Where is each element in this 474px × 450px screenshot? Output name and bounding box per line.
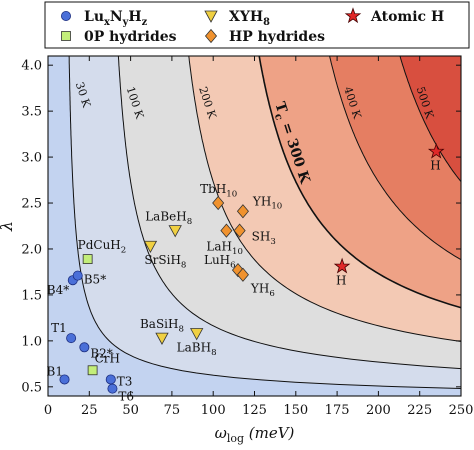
- y-tick-label-3: 3.0: [21, 151, 42, 166]
- x-tick-label-50: 50: [122, 403, 139, 418]
- point-t6-0-6: [108, 384, 117, 393]
- x-tick-label-225: 225: [407, 403, 432, 418]
- y-tick-label-0.5: 0.5: [21, 380, 42, 395]
- x-tick-label-150: 150: [283, 403, 308, 418]
- x-axis-label: ωlog (meV): [215, 424, 295, 445]
- point-b2-0-4: [80, 343, 89, 352]
- y-tick-label-4: 4.0: [21, 59, 42, 74]
- point-label-t1-0-1: T1: [51, 321, 67, 335]
- y-tick-label-1: 1.0: [21, 334, 42, 349]
- point-label-t6-0-6: T6: [118, 390, 134, 404]
- x-tick-label-250: 250: [449, 403, 474, 418]
- plot-area: [48, 16, 474, 436]
- point-label-t3-0-5: T3: [117, 374, 133, 388]
- point-label-b1-0-0: B1: [47, 364, 63, 378]
- y-axis-label: λ: [0, 221, 16, 232]
- y-tick-label-3.5: 3.5: [21, 105, 42, 120]
- x-tick-label-200: 200: [366, 403, 391, 418]
- legend-label-atomic-h: Atomic H: [370, 9, 444, 25]
- point-t3-0-5: [106, 375, 115, 384]
- x-tick-label-75: 75: [164, 403, 181, 418]
- point-pdcuh-2-1-0: [83, 255, 92, 264]
- x-tick-label-125: 125: [242, 403, 267, 418]
- y-tick-label-1.5: 1.5: [21, 288, 42, 303]
- point-label-b5-0-3: B5*: [84, 273, 106, 287]
- point-label-h-4-0: H: [336, 273, 346, 287]
- point-b5-0-3: [73, 271, 82, 280]
- y-tick-label-2.5: 2.5: [21, 197, 42, 212]
- legend-marker-0p-hydrides: [62, 32, 71, 41]
- y-tick-label-2: 2.0: [21, 242, 42, 257]
- x-tick-label-100: 100: [201, 403, 226, 418]
- legend-label-0p-hydrides: 0P hydrides: [84, 29, 177, 45]
- x-tick-label-175: 175: [325, 403, 350, 418]
- point-label-crh-1-1: CrH: [95, 351, 120, 365]
- legend-label-hp-hydrides: HP hydrides: [229, 29, 325, 45]
- point-crh-1-1: [88, 366, 97, 375]
- x-tick-label-0: 0: [44, 403, 52, 418]
- point-t1-0-1: [67, 334, 76, 343]
- legend-marker-lu-xn-yh-z: [61, 11, 70, 20]
- x-tick-label-25: 25: [81, 403, 98, 418]
- point-label-h-4-1: H: [430, 159, 440, 173]
